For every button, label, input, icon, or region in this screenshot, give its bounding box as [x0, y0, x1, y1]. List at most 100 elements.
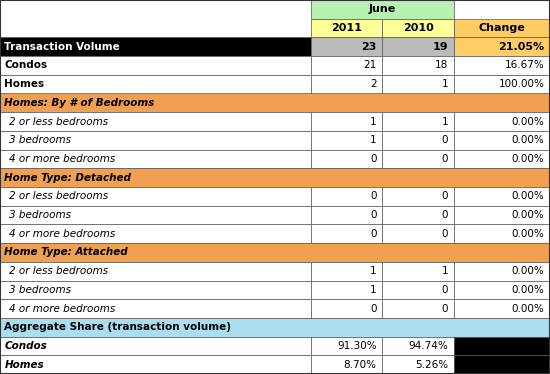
Text: 1: 1 — [370, 285, 377, 295]
Text: Condos: Condos — [4, 61, 47, 70]
Text: 4 or more bedrooms: 4 or more bedrooms — [9, 154, 115, 164]
Text: 2011: 2011 — [331, 23, 362, 33]
Text: Home Type: Attached: Home Type: Attached — [4, 248, 128, 257]
Text: June: June — [368, 4, 396, 14]
Text: 18: 18 — [435, 61, 448, 70]
Bar — [311, 56, 382, 75]
Text: 0.00%: 0.00% — [512, 154, 544, 164]
Bar — [454, 19, 550, 37]
Text: Homes: Homes — [4, 79, 45, 89]
Text: 2: 2 — [370, 79, 377, 89]
Text: 4 or more bedrooms: 4 or more bedrooms — [9, 229, 115, 239]
Bar — [0, 187, 311, 206]
Bar — [311, 337, 382, 355]
Text: 1: 1 — [370, 266, 377, 276]
Text: 1: 1 — [370, 135, 377, 145]
Text: Condos: Condos — [4, 341, 47, 351]
Text: Home Type: Detached: Home Type: Detached — [4, 173, 131, 183]
Bar — [311, 280, 382, 299]
Bar — [454, 224, 550, 243]
Bar — [454, 299, 550, 318]
Text: Homes: By # of Bedrooms: Homes: By # of Bedrooms — [4, 98, 155, 108]
Bar — [0, 262, 311, 280]
Bar — [311, 150, 382, 168]
Bar — [454, 56, 550, 75]
Text: 91.30%: 91.30% — [337, 341, 377, 351]
Text: 3 bedrooms: 3 bedrooms — [9, 135, 71, 145]
Bar — [0, 56, 311, 75]
Bar — [382, 280, 454, 299]
Bar — [311, 224, 382, 243]
Text: 0: 0 — [442, 210, 448, 220]
Bar — [382, 355, 454, 374]
Bar — [454, 112, 550, 131]
Bar — [382, 112, 454, 131]
Bar — [382, 187, 454, 206]
Text: 0.00%: 0.00% — [512, 117, 544, 126]
Text: 5.26%: 5.26% — [415, 360, 448, 370]
Bar — [454, 131, 550, 150]
Text: 0.00%: 0.00% — [512, 229, 544, 239]
Bar — [382, 224, 454, 243]
Text: Aggregate Share (transaction volume): Aggregate Share (transaction volume) — [4, 322, 232, 332]
Bar — [454, 150, 550, 168]
Bar — [382, 299, 454, 318]
Text: 0.00%: 0.00% — [512, 191, 544, 201]
Bar — [0, 0, 311, 19]
Bar — [454, 337, 550, 355]
Text: Homes: Homes — [4, 360, 44, 370]
Text: 0: 0 — [370, 154, 377, 164]
Text: 21.05%: 21.05% — [498, 42, 544, 52]
Text: 23: 23 — [361, 42, 377, 52]
Text: 2 or less bedrooms: 2 or less bedrooms — [9, 191, 108, 201]
Bar — [382, 37, 454, 56]
Text: Transaction Volume: Transaction Volume — [4, 42, 120, 52]
Text: 0.00%: 0.00% — [512, 135, 544, 145]
Bar — [0, 243, 550, 262]
Bar — [311, 112, 382, 131]
Text: 0: 0 — [370, 210, 377, 220]
Bar — [454, 75, 550, 94]
Bar — [311, 75, 382, 94]
Bar — [311, 355, 382, 374]
Bar — [0, 94, 550, 112]
Text: 21: 21 — [364, 61, 377, 70]
Bar — [454, 0, 550, 19]
Text: 2010: 2010 — [403, 23, 433, 33]
Bar — [0, 37, 311, 56]
Bar — [382, 56, 454, 75]
Text: 0: 0 — [370, 229, 377, 239]
Bar — [382, 19, 454, 37]
Bar — [311, 131, 382, 150]
Text: 8.70%: 8.70% — [344, 360, 377, 370]
Text: 1: 1 — [442, 79, 448, 89]
Bar — [0, 318, 550, 337]
Bar — [0, 206, 311, 224]
Bar — [0, 112, 311, 131]
Bar — [382, 75, 454, 94]
Bar — [454, 355, 550, 374]
Bar — [382, 131, 454, 150]
Bar — [0, 19, 311, 37]
Text: 0: 0 — [442, 304, 448, 313]
Bar — [454, 280, 550, 299]
Bar — [311, 262, 382, 280]
Text: 16.67%: 16.67% — [505, 61, 544, 70]
Bar — [0, 224, 311, 243]
Bar — [382, 337, 454, 355]
Text: 0: 0 — [442, 285, 448, 295]
Text: Change: Change — [478, 23, 525, 33]
Bar — [382, 206, 454, 224]
Text: 1: 1 — [442, 266, 448, 276]
Text: 0: 0 — [442, 135, 448, 145]
Bar — [0, 150, 311, 168]
Bar — [454, 37, 550, 56]
Bar — [454, 206, 550, 224]
Bar — [0, 280, 311, 299]
Bar — [311, 37, 382, 56]
Text: 1: 1 — [370, 117, 377, 126]
Text: 1: 1 — [442, 117, 448, 126]
Text: 0: 0 — [442, 154, 448, 164]
Bar — [0, 168, 550, 187]
Bar — [311, 0, 454, 19]
